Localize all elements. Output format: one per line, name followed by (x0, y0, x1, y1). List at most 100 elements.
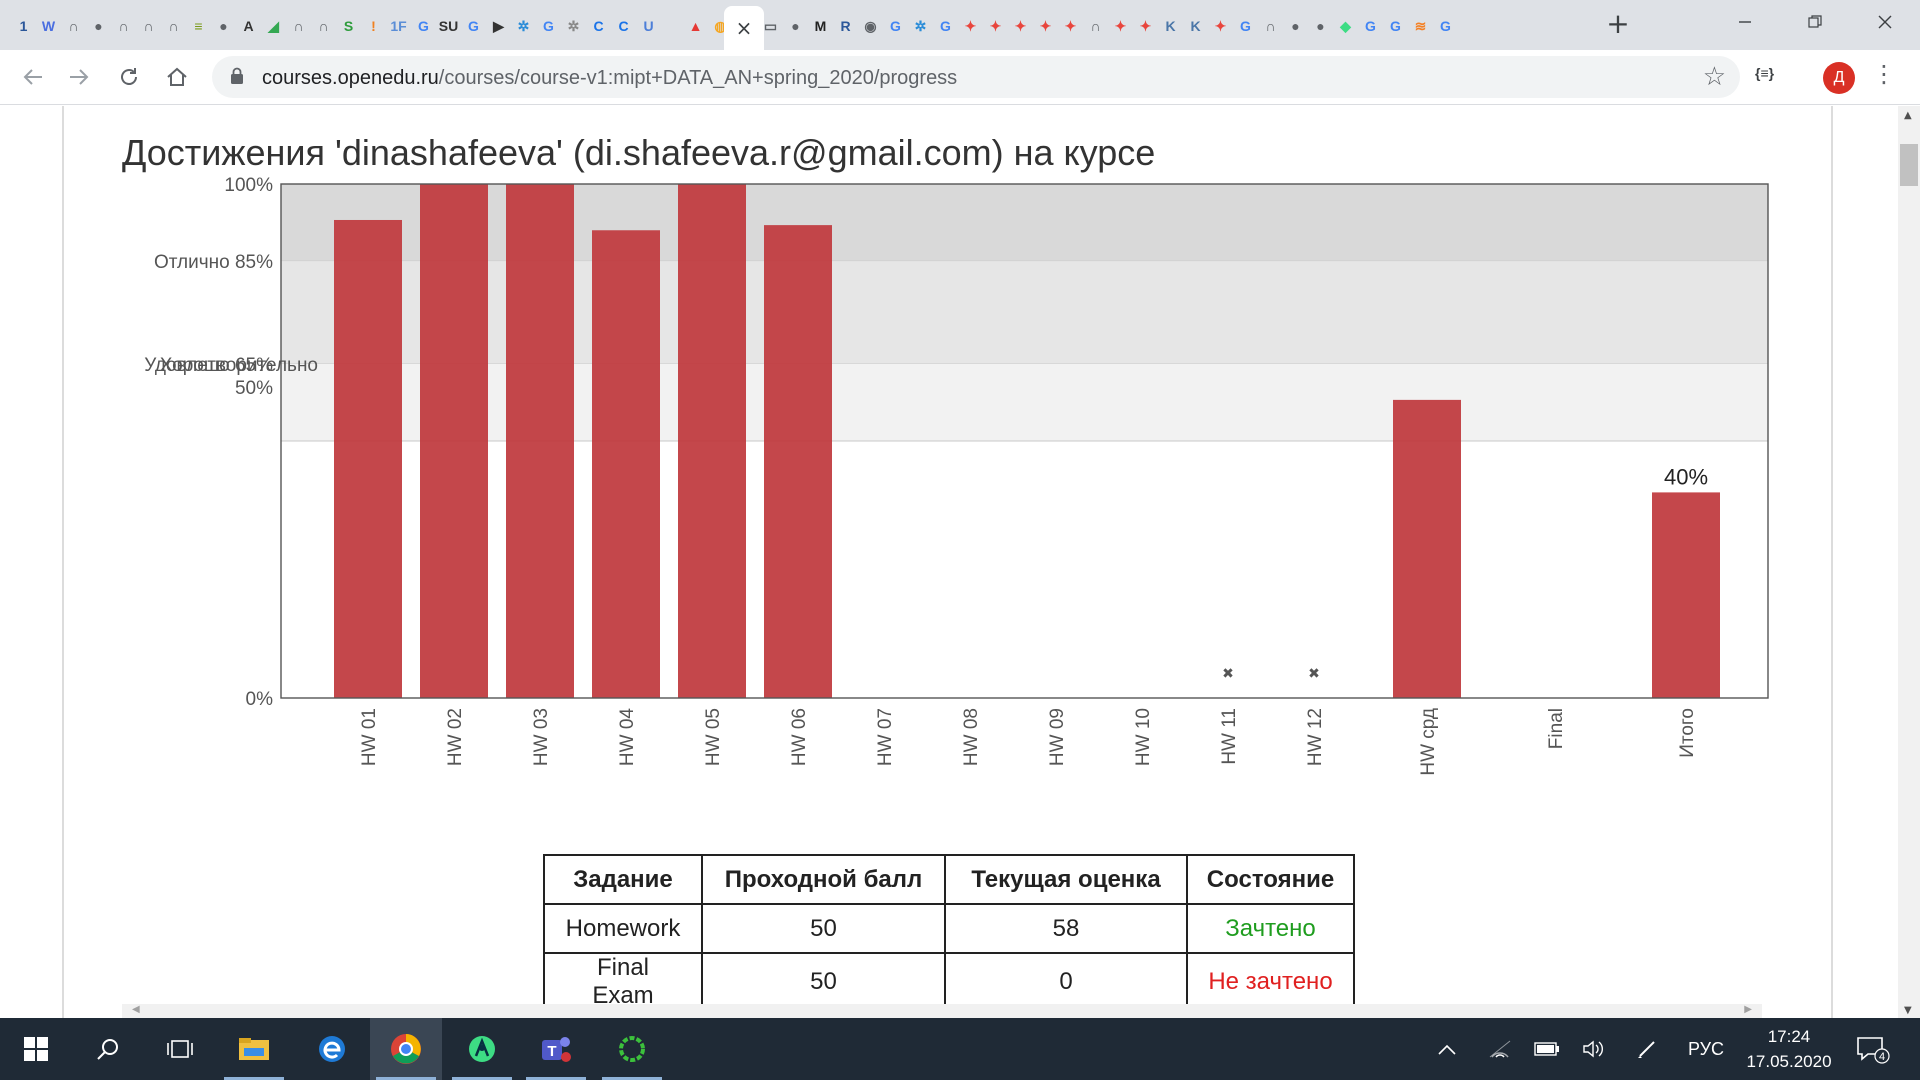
x-tick-label: HW 09 (1047, 708, 1068, 766)
horizontal-scrollbar[interactable]: ◀ ▶ (122, 1004, 1762, 1018)
pinned-tab[interactable]: U (643, 18, 654, 34)
pinned-tab[interactable]: ● (219, 18, 228, 34)
pinned-tab[interactable]: ● (1291, 18, 1300, 34)
pinned-tab[interactable]: C (618, 18, 629, 34)
file-explorer-icon[interactable] (218, 1018, 290, 1080)
x-tick-label: Итого (1677, 708, 1698, 758)
active-tab[interactable]: × (724, 6, 764, 50)
bookmark-star-icon[interactable]: ☆ (1702, 62, 1726, 92)
pinned-tab[interactable]: ▭ (763, 17, 778, 34)
pinned-tab[interactable]: ✦ (1014, 17, 1027, 34)
pinned-tab[interactable]: ✦ (1139, 17, 1152, 34)
pinned-tab[interactable]: G (1440, 18, 1451, 34)
volume-icon[interactable] (1582, 1018, 1606, 1080)
pinned-tab[interactable]: ◢ (268, 17, 279, 34)
pinned-tab[interactable]: ∩ (1090, 18, 1101, 34)
pinned-tab[interactable]: A (243, 18, 254, 34)
vertical-scrollbar[interactable]: ▲ ▼ (1898, 106, 1920, 1018)
pinned-tab[interactable]: ∩ (118, 18, 129, 34)
language-indicator[interactable]: РУС (1688, 1038, 1725, 1059)
pinned-tab[interactable]: G (890, 18, 901, 34)
pinned-tab[interactable]: M (814, 18, 827, 34)
start-button[interactable] (0, 1018, 72, 1080)
edge-icon[interactable] (296, 1018, 368, 1080)
pinned-tab[interactable]: G (418, 18, 429, 34)
scrollbar-thumb[interactable] (1900, 144, 1918, 186)
pinned-tab[interactable]: ≋ (1414, 17, 1427, 34)
pinned-tab[interactable]: ✲ (567, 17, 580, 34)
pinned-tab[interactable]: ● (791, 18, 800, 34)
pinned-tab[interactable]: ∩ (293, 18, 304, 34)
pinned-tab[interactable]: ✦ (1214, 17, 1227, 34)
pinned-tab[interactable]: ◉ (864, 17, 877, 34)
reload-icon[interactable] (112, 60, 146, 94)
pinned-tab[interactable]: G (468, 18, 479, 34)
pinned-tab[interactable]: G (543, 18, 554, 34)
pinned-tab[interactable]: ✦ (1114, 17, 1127, 34)
extension-icon[interactable]: {≡} (1755, 65, 1775, 81)
menu-dots-icon[interactable]: ⋮ (1872, 60, 1896, 88)
pinned-tab[interactable]: G (1240, 18, 1251, 34)
scroll-right-icon[interactable]: ▶ (1744, 1004, 1752, 1015)
pinned-tab[interactable]: ▶ (493, 17, 504, 34)
chrome-icon[interactable] (370, 1018, 442, 1080)
pinned-tab[interactable]: K (1165, 18, 1176, 34)
pinned-tab[interactable]: R (840, 18, 851, 34)
pinned-tab[interactable]: ≡ (194, 18, 203, 34)
pinned-tab[interactable]: 1F (390, 18, 407, 34)
pinned-tab[interactable]: ▲ (688, 18, 703, 34)
pinned-tab[interactable]: ◆ (1340, 17, 1351, 34)
wifi-icon[interactable] (1488, 1018, 1512, 1080)
lock-icon[interactable] (230, 67, 244, 85)
pinned-tab[interactable]: ◍ (714, 17, 727, 34)
close-tab-icon[interactable]: × (735, 16, 753, 40)
pen-workspace-icon[interactable] (1636, 1018, 1658, 1080)
pinned-tab[interactable]: S (343, 18, 354, 34)
pinned-tab[interactable]: ✦ (964, 17, 977, 34)
address-bar[interactable]: courses.openedu.ru/courses/course-v1:mip… (212, 56, 1740, 98)
search-icon[interactable] (72, 1018, 144, 1080)
home-icon[interactable] (160, 60, 194, 94)
close-window-icon[interactable] (1850, 0, 1920, 44)
scroll-up-icon[interactable]: ▲ (1904, 110, 1912, 121)
pinned-tab[interactable]: ✲ (517, 17, 530, 34)
pinned-tab[interactable]: SU (438, 18, 459, 34)
cyberlink-icon[interactable] (596, 1018, 668, 1080)
pinned-tab[interactable]: K (1190, 18, 1201, 34)
pinned-tab[interactable]: ∩ (143, 18, 154, 34)
pinned-tab[interactable]: ✦ (1039, 17, 1052, 34)
battery-icon[interactable] (1534, 1018, 1560, 1080)
pinned-tab[interactable]: C (593, 18, 604, 34)
pinned-tab[interactable]: ! (371, 18, 376, 34)
pinned-tab[interactable]: G (940, 18, 951, 34)
pinned-tab[interactable]: W (41, 18, 56, 34)
pinned-tab[interactable]: ∩ (68, 18, 79, 34)
pinned-tab[interactable]: G (1390, 18, 1401, 34)
pinned-tab[interactable]: G (1365, 18, 1376, 34)
scroll-left-icon[interactable]: ◀ (132, 1004, 140, 1015)
forward-icon[interactable] (62, 60, 96, 94)
pinned-tab[interactable]: ● (1316, 18, 1325, 34)
pinned-tab[interactable]: 1 (19, 18, 28, 34)
show-hidden-icons[interactable] (1438, 1018, 1456, 1080)
total-value-label: 40% (1664, 464, 1708, 489)
scroll-down-icon[interactable]: ▼ (1904, 1005, 1912, 1016)
pinned-tab[interactable]: ✲ (914, 17, 927, 34)
pinned-tab[interactable]: ✦ (989, 17, 1002, 34)
url-text[interactable]: courses.openedu.ru/courses/course-v1:mip… (262, 67, 957, 90)
minimize-icon[interactable] (1710, 0, 1780, 44)
pinned-tab[interactable]: ● (94, 18, 103, 34)
pinned-tab[interactable]: ∩ (168, 18, 179, 34)
android-studio-icon[interactable] (446, 1018, 518, 1080)
task-view-icon[interactable] (144, 1018, 216, 1080)
profile-avatar[interactable]: Д (1823, 62, 1855, 94)
notifications-icon[interactable]: 4 (1856, 1018, 1890, 1080)
pinned-tab[interactable]: ∩ (318, 18, 329, 34)
clock[interactable]: 17:24 17.05.2020 (1744, 1024, 1834, 1074)
new-tab-button[interactable]: + (1606, 7, 1630, 40)
pinned-tab[interactable]: ∩ (1265, 18, 1276, 34)
teams-icon[interactable]: T (520, 1018, 592, 1080)
back-icon[interactable] (16, 60, 50, 94)
pinned-tab[interactable]: ✦ (1064, 17, 1077, 34)
restore-icon[interactable] (1780, 0, 1850, 44)
